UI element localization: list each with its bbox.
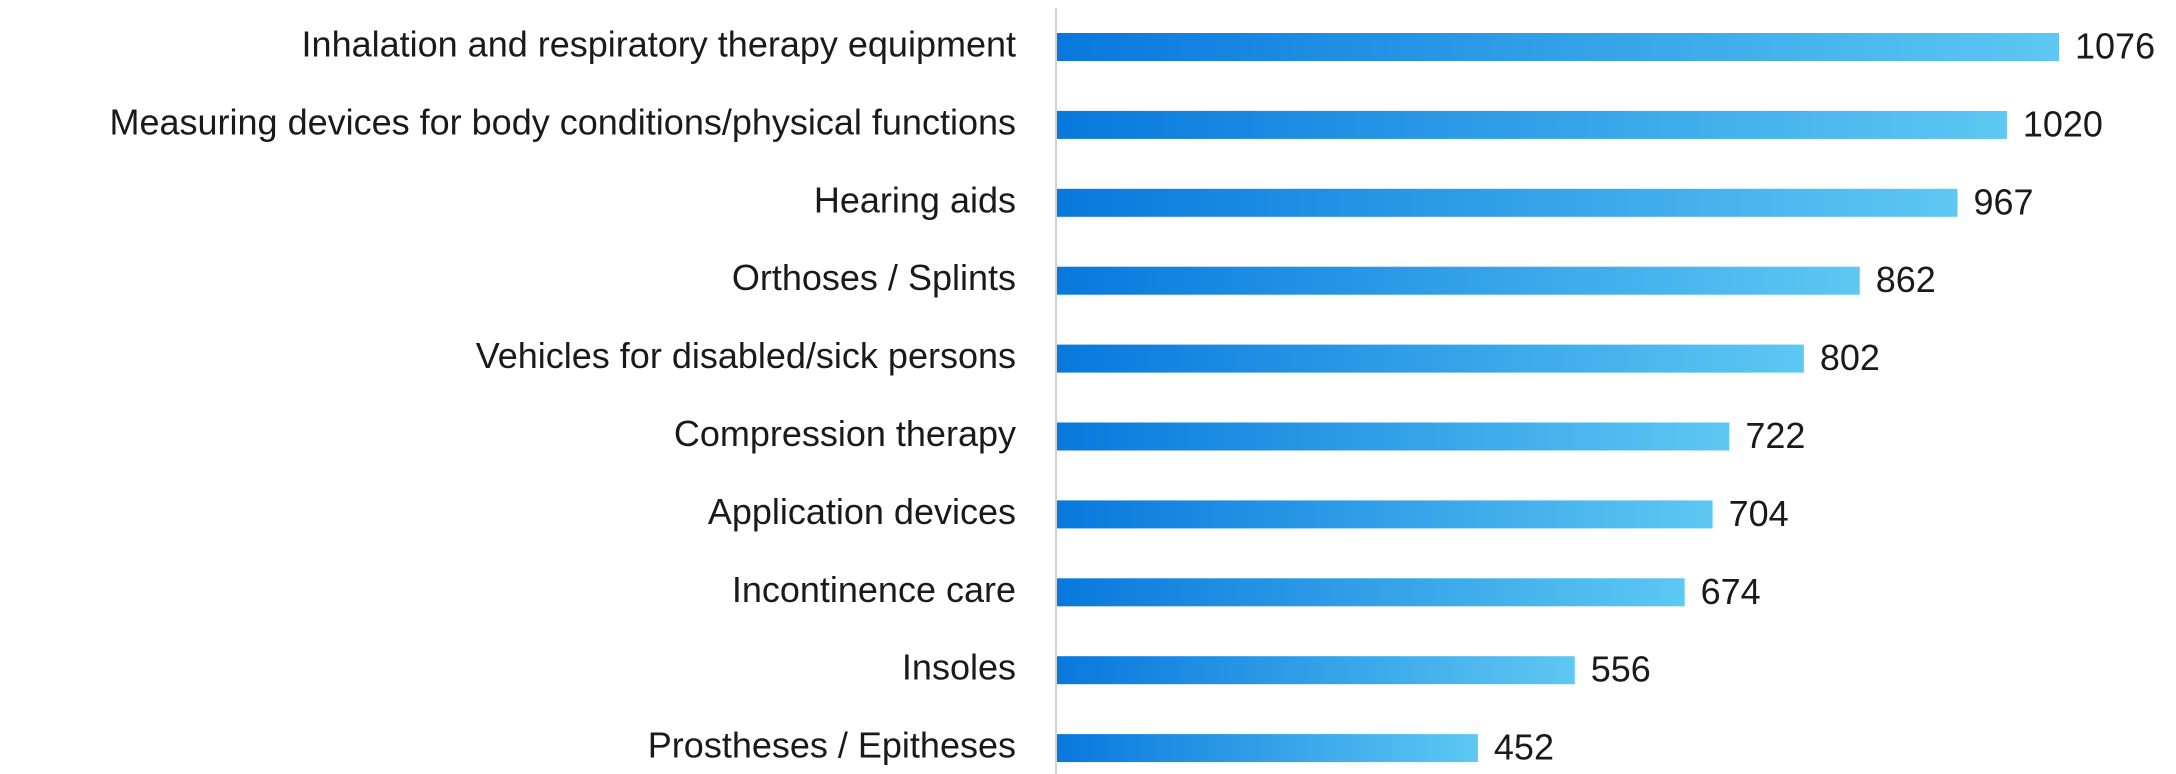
bar xyxy=(1057,188,1958,217)
category-label: Insoles xyxy=(902,647,1016,688)
bar xyxy=(1057,33,2059,61)
category-label: Hearing aids xyxy=(814,179,1016,220)
value-label: 862 xyxy=(1876,259,1936,300)
category-label: Measuring devices for body conditions/ph… xyxy=(110,101,1017,142)
category-label: Incontinence care xyxy=(732,569,1016,610)
value-label: 452 xyxy=(1494,727,1554,768)
bar xyxy=(1057,734,1478,763)
category-label: Vehicles for disabled/sick persons xyxy=(476,335,1016,376)
value-label: 802 xyxy=(1820,337,1880,378)
category-label: Application devices xyxy=(708,491,1016,532)
category-label: Inhalation and respiratory therapy equip… xyxy=(302,24,1016,65)
category-label: Compression therapy xyxy=(674,413,1016,454)
bar xyxy=(1057,578,1685,607)
value-label: 1076 xyxy=(2075,26,2155,67)
bar xyxy=(1057,344,1804,373)
value-label: 1020 xyxy=(2023,103,2103,144)
bar xyxy=(1057,500,1713,529)
category-label: Prostheses / Epitheses xyxy=(648,725,1016,766)
bar xyxy=(1057,266,1860,295)
value-label: 722 xyxy=(1745,415,1805,456)
value-label: 556 xyxy=(1591,649,1651,690)
value-label: 704 xyxy=(1729,493,1789,534)
category-label: Orthoses / Splints xyxy=(732,257,1016,298)
bar xyxy=(1057,656,1575,685)
value-label: 674 xyxy=(1701,571,1761,612)
bar xyxy=(1057,422,1730,451)
value-label: 967 xyxy=(1973,181,2033,222)
bar xyxy=(1057,110,2007,139)
